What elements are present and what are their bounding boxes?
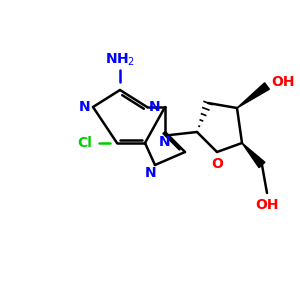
- Text: O: O: [211, 157, 223, 171]
- Text: N: N: [159, 135, 171, 149]
- Text: OH: OH: [255, 198, 279, 212]
- Text: OH: OH: [271, 75, 295, 89]
- Text: N: N: [79, 100, 91, 114]
- Text: N: N: [145, 166, 157, 180]
- Text: N: N: [149, 100, 161, 114]
- Polygon shape: [242, 143, 265, 168]
- Text: NH$_2$: NH$_2$: [105, 52, 135, 68]
- Text: Cl: Cl: [78, 136, 92, 150]
- Polygon shape: [237, 83, 269, 108]
